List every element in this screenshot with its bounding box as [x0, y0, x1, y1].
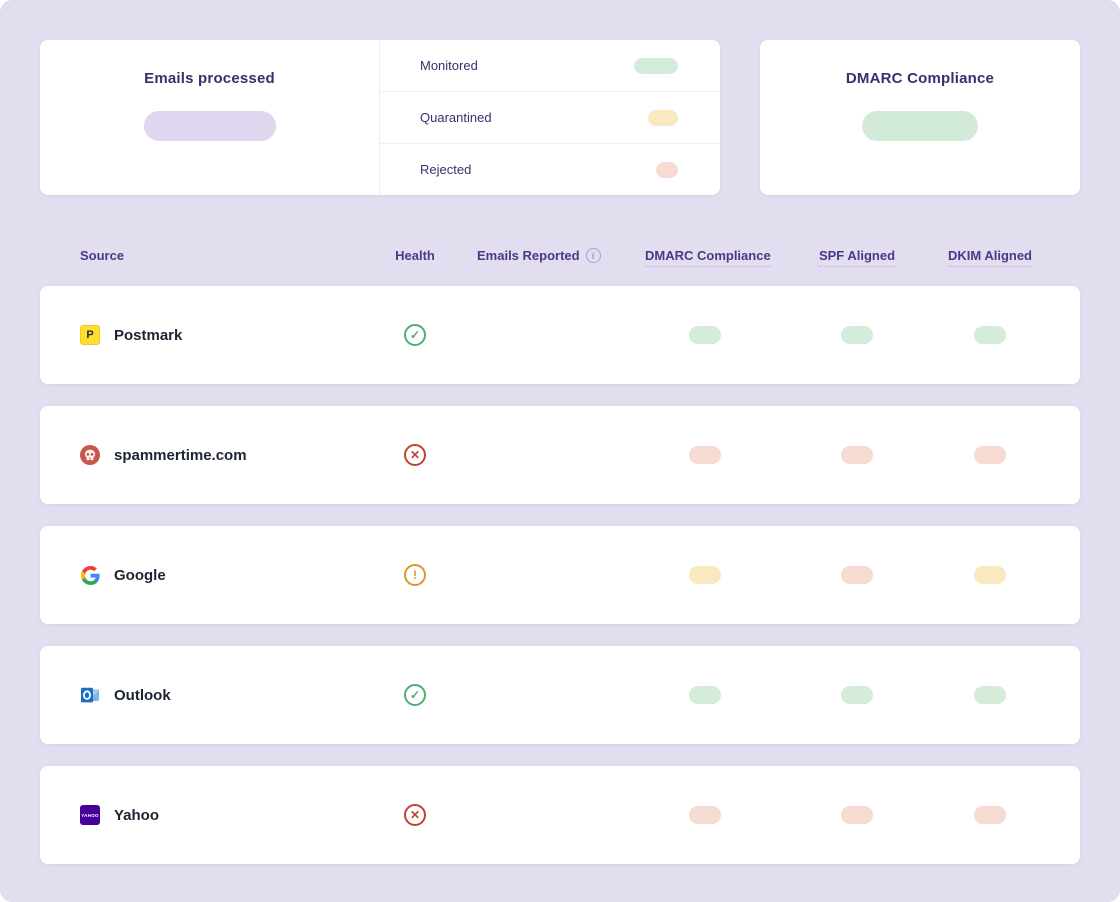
source-row-google[interactable]: Google ! — [40, 526, 1080, 624]
dmarc-compliance-value-pill — [862, 111, 978, 141]
legend-value-pill — [648, 109, 678, 126]
spf-pill — [841, 686, 873, 704]
column-header-source: Source — [80, 248, 125, 263]
emails-reported-label: Emails Reported — [477, 248, 580, 263]
postmark-icon: P — [80, 325, 100, 345]
column-header-spf-aligned[interactable]: SPF Aligned — [797, 248, 917, 267]
emails-processed-value-pill — [143, 111, 276, 141]
dkim-pill — [974, 566, 1006, 584]
health-icon: ✕ — [404, 804, 426, 826]
column-header-dmarc-compliance[interactable]: DMARC Compliance — [645, 248, 771, 267]
dmarc-compliance-title: DMARC Compliance — [845, 70, 995, 87]
source-cell: Outlook — [80, 685, 171, 705]
source-row-spammertime[interactable]: spammertime.com ✕ — [40, 406, 1080, 504]
legend-row-quarantined: Quarantined — [380, 91, 720, 143]
dmarc-pill — [689, 566, 721, 584]
health-icon: ✕ — [404, 444, 426, 466]
source-label: Yahoo — [114, 806, 160, 824]
emails-processed-pane: Emails processed — [40, 40, 380, 195]
source-cell: YAHOO Yahoo — [80, 805, 159, 825]
source-label: Google — [114, 566, 166, 584]
column-header-dkim-aligned[interactable]: DKIM Aligned — [930, 248, 1050, 267]
source-row-yahoo[interactable]: YAHOO Yahoo ✕ — [40, 766, 1080, 864]
dmarc-pill — [689, 686, 721, 704]
legend-row-rejected: Rejected — [380, 143, 720, 195]
legend-label: Quarantined — [420, 110, 492, 125]
source-row-outlook[interactable]: Outlook ✓ — [40, 646, 1080, 744]
emails-processed-title: Emails processed — [144, 70, 275, 87]
dmarc-pill — [689, 326, 721, 344]
source-cell: spammertime.com — [80, 445, 247, 465]
source-cell: Google — [80, 565, 166, 585]
source-cell: P Postmark — [80, 325, 182, 345]
column-header-emails-reported: Emails Reported i — [477, 248, 601, 263]
spf-pill — [841, 326, 873, 344]
source-label: spammertime.com — [114, 446, 247, 464]
dkim-pill — [974, 686, 1006, 704]
info-icon[interactable]: i — [585, 248, 601, 263]
source-row-postmark[interactable]: P Postmark ✓ — [40, 286, 1080, 384]
source-label: Outlook — [114, 686, 171, 704]
spf-pill — [841, 566, 873, 584]
legend-value-pill — [634, 57, 678, 74]
dkim-pill — [974, 806, 1006, 824]
source-label: Postmark — [114, 326, 183, 344]
health-icon: ✓ — [404, 324, 426, 346]
dkim-pill — [974, 326, 1006, 344]
legend-row-monitored: Monitored — [380, 40, 720, 91]
health-icon: ✓ — [404, 684, 426, 706]
outlook-icon — [80, 685, 100, 705]
dmarc-pill — [689, 806, 721, 824]
spf-pill — [841, 446, 873, 464]
legend-value-pill — [656, 161, 678, 178]
emails-processed-card: Emails processed Monitored Quarantined R… — [40, 40, 720, 195]
dmarc-compliance-card: DMARC Compliance — [760, 40, 1080, 195]
yahoo-icon: YAHOO — [80, 805, 100, 825]
google-icon — [80, 565, 100, 585]
dkim-pill — [974, 446, 1006, 464]
spf-pill — [841, 806, 873, 824]
dmarc-pill — [689, 446, 721, 464]
column-header-health: Health — [395, 248, 435, 263]
health-icon: ! — [404, 564, 426, 586]
sources-table-header: Source Health Emails Reported i DMARC Co… — [40, 248, 1080, 267]
disposition-legend: Monitored Quarantined Rejected — [380, 40, 720, 195]
summary-section: Emails processed Monitored Quarantined R… — [0, 0, 1120, 195]
spammertime-icon — [80, 445, 100, 465]
sources-table-body: P Postmark ✓ spammer — [40, 286, 1080, 864]
legend-label: Monitored — [420, 58, 478, 73]
legend-label: Rejected — [420, 162, 472, 177]
